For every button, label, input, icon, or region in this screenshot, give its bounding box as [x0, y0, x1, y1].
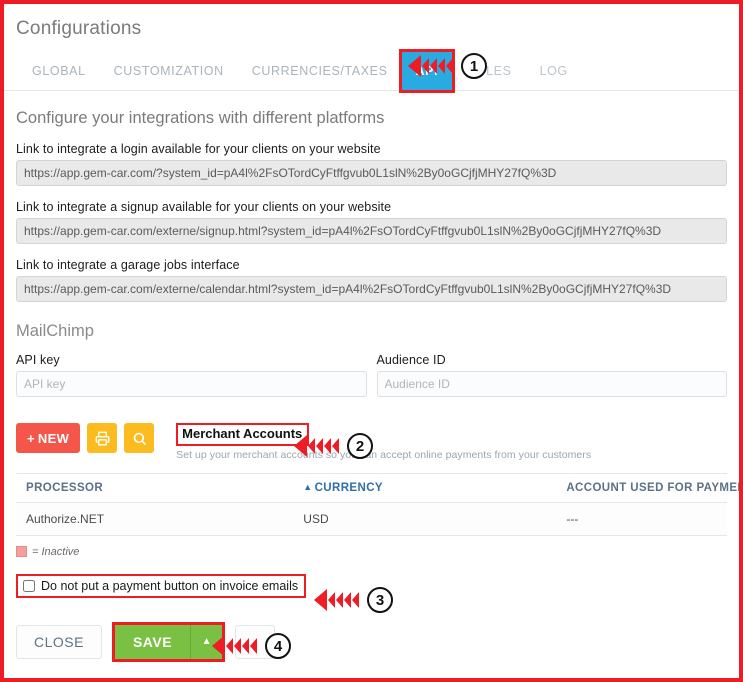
signup-link-label: Link to integrate a signup available for…: [16, 200, 392, 214]
save-dropdown-caret-icon[interactable]: ▲: [190, 624, 223, 659]
login-link-input[interactable]: [16, 160, 727, 186]
no-payment-button-label: Do not put a payment button on invoice e…: [41, 578, 299, 593]
api-key-input[interactable]: [16, 371, 367, 397]
tab-currencies-taxes[interactable]: CURRENCIES/TAXES: [238, 52, 402, 90]
page-title: Configurations: [16, 18, 142, 39]
inactive-legend: = Inactive: [4, 536, 739, 558]
api-key-label: API key: [16, 353, 60, 367]
inactive-legend-label: = Inactive: [32, 545, 80, 558]
audience-id-input[interactable]: [376, 371, 727, 397]
printer-icon: [95, 431, 110, 446]
inactive-swatch-icon: [16, 546, 27, 558]
no-payment-button-checkbox-row[interactable]: Do not put a payment button on invoice e…: [16, 573, 307, 598]
tab-roles[interactable]: ROLES: [452, 52, 525, 90]
signup-link-block: Link to integrate a signup available for…: [4, 200, 739, 244]
merchant-accounts-subtitle: Set up your merchant accounts so you can…: [176, 448, 592, 461]
column-header-currency-label: CURRENCY: [314, 481, 383, 494]
garage-jobs-link-label: Link to integrate a garage jobs interfac…: [16, 258, 240, 272]
column-header-account-used-for-payments[interactable]: ACCOUNT USED FOR PAYMENTS: [556, 472, 739, 503]
garage-jobs-link-block: Link to integrate a garage jobs interfac…: [4, 258, 739, 302]
tab-bar: GLOBAL CUSTOMIZATION CURRENCIES/TAXES AP…: [4, 49, 739, 93]
close-button[interactable]: CLOSE: [16, 624, 102, 659]
merchant-accounts-table: PROCESSOR ▲ CURRENCY ACCOUNT USED FOR PAY…: [16, 472, 739, 536]
new-button-label: NEW: [37, 430, 70, 446]
column-header-currency[interactable]: ▲ CURRENCY: [293, 472, 557, 503]
signup-link-input[interactable]: [16, 218, 727, 244]
extra-action-button[interactable]: [235, 624, 276, 659]
column-header-processor[interactable]: PROCESSOR: [16, 472, 294, 503]
save-button[interactable]: SAVE: [114, 624, 191, 659]
merchant-accounts-title: Merchant Accounts: [176, 423, 310, 446]
tab-log[interactable]: LOG: [526, 52, 582, 90]
login-link-label: Link to integrate a login available for …: [16, 142, 381, 156]
audience-id-label: Audience ID: [376, 353, 446, 367]
save-button-group: SAVE ▲: [111, 621, 226, 662]
plus-icon: +: [27, 430, 35, 446]
configurations-dialog: Configurations GLOBAL CUSTOMIZATION CURR…: [4, 4, 739, 678]
login-link-block: Link to integrate a login available for …: [4, 142, 739, 186]
api-key-block: API key: [16, 353, 367, 397]
merchant-toolbar: + NEW: [4, 423, 739, 461]
merchant-heading-group: Merchant Accounts Set up your merchant a…: [176, 423, 591, 461]
mailchimp-heading: MailChimp: [16, 322, 94, 340]
table-row[interactable]: Authorize.NET USD ---: [16, 502, 727, 536]
new-button[interactable]: + NEW: [16, 423, 81, 453]
print-button[interactable]: [87, 423, 118, 453]
search-button[interactable]: [124, 423, 155, 453]
section-heading: Configure your integrations with differe…: [16, 109, 385, 127]
cell-currency: USD: [293, 502, 557, 536]
audience-id-block: Audience ID: [376, 353, 727, 397]
no-payment-button-checkbox[interactable]: [23, 579, 35, 592]
magnifier-icon: [132, 431, 147, 446]
cell-account: ---: [556, 502, 727, 536]
column-header-account-label: ACCOUNT USED FOR PAYMENTS: [566, 481, 743, 494]
column-header-processor-label: PROCESSOR: [26, 481, 104, 494]
mailchimp-fields: API key Audience ID: [4, 353, 739, 397]
sort-ascending-icon: ▲: [303, 481, 313, 492]
tab-global[interactable]: GLOBAL: [18, 52, 100, 90]
dialog-footer: CLOSE SAVE ▲: [4, 598, 739, 662]
tab-customization[interactable]: CUSTOMIZATION: [100, 52, 238, 90]
tab-api[interactable]: API: [398, 49, 455, 93]
garage-jobs-link-input[interactable]: [16, 276, 727, 302]
cell-processor: Authorize.NET: [16, 502, 294, 536]
table-header-row: PROCESSOR ▲ CURRENCY ACCOUNT USED FOR PAY…: [16, 472, 739, 503]
